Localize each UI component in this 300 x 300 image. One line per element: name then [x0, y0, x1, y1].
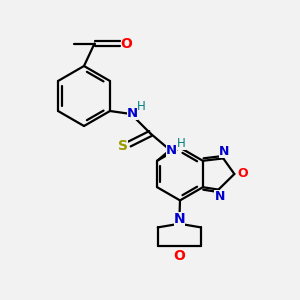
Text: N: N [214, 190, 225, 203]
Text: S: S [118, 139, 128, 152]
Text: O: O [238, 167, 248, 180]
Text: N: N [166, 144, 177, 157]
Text: N: N [127, 107, 138, 120]
Text: O: O [121, 37, 133, 50]
Text: H: H [137, 100, 146, 113]
Text: O: O [173, 250, 185, 263]
Text: H: H [177, 137, 186, 150]
Text: N: N [219, 145, 230, 158]
Text: N: N [174, 212, 185, 226]
